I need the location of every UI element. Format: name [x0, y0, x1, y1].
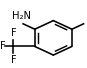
- Text: F: F: [0, 41, 6, 51]
- Text: F: F: [11, 28, 16, 38]
- Text: F: F: [11, 55, 16, 65]
- Text: H₂N: H₂N: [11, 11, 31, 21]
